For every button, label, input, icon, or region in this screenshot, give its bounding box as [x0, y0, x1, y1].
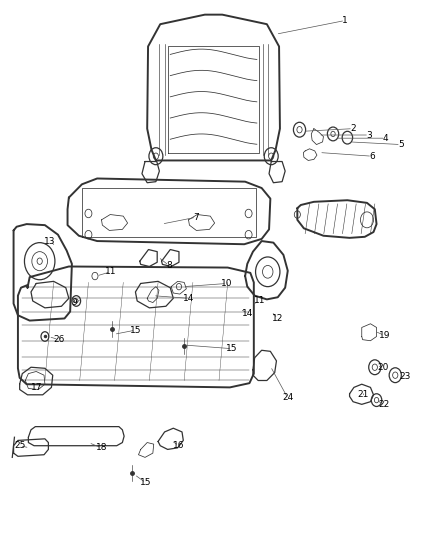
Text: 15: 15 — [130, 326, 141, 335]
Text: 3: 3 — [366, 131, 372, 140]
Text: 16: 16 — [173, 441, 185, 450]
Text: 20: 20 — [378, 363, 389, 372]
Text: 23: 23 — [399, 372, 411, 381]
Text: 11: 11 — [254, 296, 266, 305]
Text: 8: 8 — [166, 261, 172, 270]
Text: 14: 14 — [183, 294, 194, 303]
Text: 14: 14 — [242, 309, 253, 318]
Text: 5: 5 — [398, 140, 404, 149]
Text: 26: 26 — [53, 335, 64, 344]
Text: 9: 9 — [72, 298, 78, 307]
Text: 4: 4 — [383, 134, 389, 143]
Text: 22: 22 — [378, 400, 389, 409]
Text: 1: 1 — [343, 16, 348, 25]
Text: 13: 13 — [44, 237, 56, 246]
Text: 19: 19 — [378, 331, 390, 340]
Text: 17: 17 — [32, 383, 43, 392]
Text: 6: 6 — [369, 152, 375, 161]
Text: 15: 15 — [140, 478, 152, 487]
Text: 10: 10 — [221, 279, 233, 288]
Text: 24: 24 — [282, 393, 293, 402]
Text: 18: 18 — [96, 443, 107, 453]
Text: 11: 11 — [105, 268, 117, 276]
Text: 2: 2 — [350, 124, 356, 133]
Text: 7: 7 — [194, 213, 199, 222]
Text: 15: 15 — [226, 344, 238, 353]
Text: 25: 25 — [14, 441, 25, 450]
Text: 21: 21 — [358, 390, 369, 399]
Text: 12: 12 — [272, 314, 283, 323]
